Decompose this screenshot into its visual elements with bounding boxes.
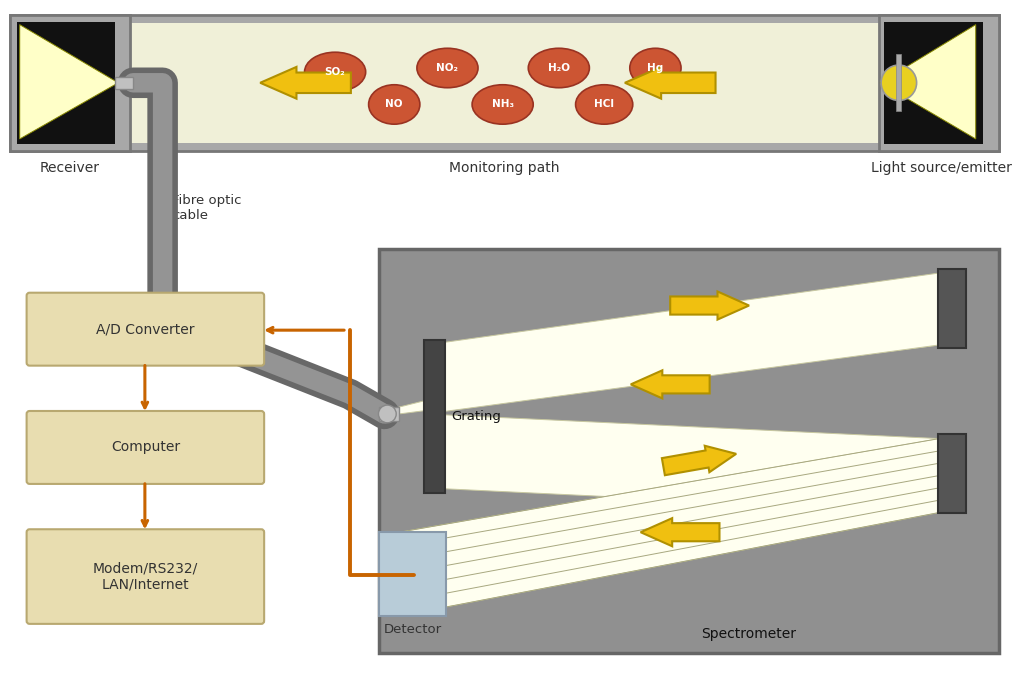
Bar	[10, 15, 130, 151]
Text: Detector: Detector	[384, 623, 442, 636]
Bar	[884, 22, 983, 144]
Ellipse shape	[369, 85, 420, 124]
Bar	[128, 23, 880, 143]
Text: Computer: Computer	[111, 441, 180, 454]
Bar	[380, 532, 446, 616]
Text: Light source/emitter: Light source/emitter	[870, 161, 1012, 175]
Text: HCl: HCl	[594, 100, 614, 109]
Polygon shape	[260, 67, 351, 98]
Bar	[10, 15, 999, 151]
Bar	[880, 15, 999, 151]
Text: Monitoring path: Monitoring path	[450, 161, 560, 175]
Polygon shape	[625, 67, 716, 98]
Bar	[380, 249, 999, 654]
Polygon shape	[631, 370, 710, 398]
Polygon shape	[19, 25, 118, 139]
Polygon shape	[399, 438, 939, 616]
Polygon shape	[881, 25, 976, 139]
Bar	[116, 77, 133, 89]
Bar	[896, 54, 901, 111]
Text: A/D Converter: A/D Converter	[96, 322, 195, 336]
Polygon shape	[426, 414, 939, 512]
Text: Fibre optic
cable: Fibre optic cable	[172, 194, 242, 222]
Ellipse shape	[472, 85, 534, 124]
Circle shape	[379, 405, 396, 423]
Polygon shape	[399, 273, 939, 414]
Text: NO: NO	[385, 100, 403, 109]
Polygon shape	[641, 518, 720, 546]
Text: Modem/RS232/
LAN/Internet: Modem/RS232/ LAN/Internet	[93, 561, 198, 591]
Text: H₂O: H₂O	[548, 63, 569, 73]
FancyBboxPatch shape	[27, 293, 264, 365]
Ellipse shape	[528, 48, 590, 87]
Ellipse shape	[417, 48, 478, 87]
Bar	[938, 434, 966, 512]
Ellipse shape	[575, 85, 633, 124]
Polygon shape	[662, 446, 736, 475]
FancyBboxPatch shape	[27, 529, 264, 624]
Polygon shape	[670, 292, 749, 320]
Text: Receiver: Receiver	[40, 161, 100, 175]
Text: NO₂: NO₂	[436, 63, 459, 73]
Polygon shape	[426, 273, 939, 414]
Bar	[380, 407, 399, 421]
Text: SO₂: SO₂	[325, 67, 345, 77]
Bar	[938, 269, 966, 348]
Ellipse shape	[304, 52, 366, 92]
Text: Spectrometer: Spectrometer	[701, 626, 797, 641]
Text: Hg: Hg	[647, 63, 664, 73]
Text: Grating: Grating	[452, 410, 502, 423]
Text: NH₃: NH₃	[492, 100, 514, 109]
Ellipse shape	[630, 48, 681, 87]
Polygon shape	[424, 340, 445, 493]
FancyBboxPatch shape	[27, 411, 264, 484]
Bar	[16, 22, 116, 144]
Circle shape	[881, 65, 916, 100]
